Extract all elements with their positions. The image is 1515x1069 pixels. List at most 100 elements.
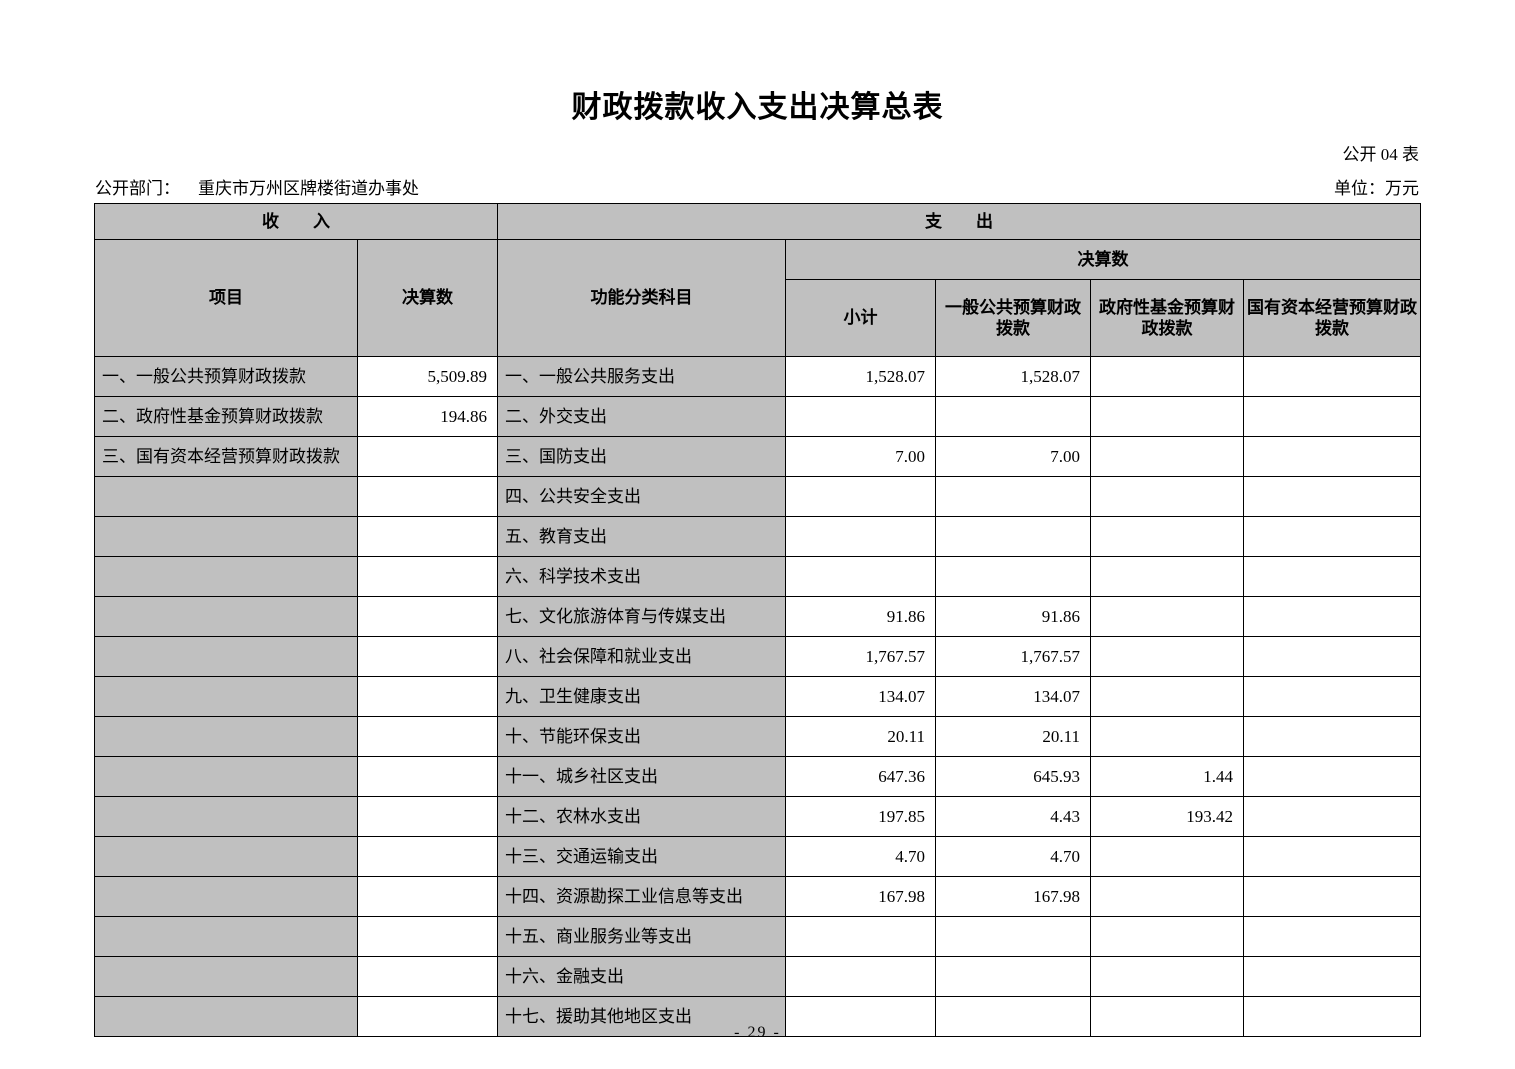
table-row: 十一、城乡社区支出 647.36 645.93 1.44 bbox=[94, 756, 1422, 797]
expense-item-cell: 二、外交支出 bbox=[497, 396, 786, 437]
income-amount-cell bbox=[357, 676, 498, 717]
expense-government-fund-cell bbox=[1090, 876, 1244, 917]
unit-label: 单位：万元 bbox=[1334, 179, 1419, 198]
table-row: 十三、交通运输支出 4.70 4.70 bbox=[94, 836, 1422, 877]
column-header-item: 项目 bbox=[94, 239, 358, 357]
expense-general-budget-cell: 134.07 bbox=[935, 676, 1091, 717]
income-item-cell bbox=[94, 876, 358, 917]
income-amount-cell bbox=[357, 836, 498, 877]
table-row: 十四、资源勘探工业信息等支出 167.98 167.98 bbox=[94, 876, 1422, 917]
expense-subtotal-cell bbox=[785, 916, 936, 957]
expense-subtotal-cell: 91.86 bbox=[785, 596, 936, 637]
expense-section-header: 支 出 bbox=[496, 203, 1422, 240]
expense-item-cell: 十一、城乡社区支出 bbox=[497, 756, 786, 797]
expense-item-cell: 十七、援助其他地区支出 bbox=[497, 996, 786, 1037]
expense-general-budget-cell: 7.00 bbox=[935, 436, 1091, 477]
expense-state-capital-cell bbox=[1242, 396, 1422, 437]
page-number: - 29 - bbox=[734, 1024, 781, 1041]
column-header-subtotal: 小计 bbox=[785, 279, 936, 357]
expense-subtotal-cell: 7.00 bbox=[785, 436, 936, 477]
expense-government-fund-cell bbox=[1090, 716, 1244, 757]
expense-state-capital-cell bbox=[1242, 916, 1422, 957]
table-body: 一、一般公共预算财政拨款 5,509.89 一、一般公共服务支出 1,528.07 1,… bbox=[94, 356, 1422, 1037]
expense-general-budget-cell: 167.98 bbox=[935, 876, 1091, 917]
department-line: 公开部门： 重庆市万州区牌楼街道办事处 bbox=[95, 174, 419, 199]
expense-item-cell: 十四、资源勘探工业信息等支出 bbox=[497, 876, 786, 917]
table-row: 六、科学技术支出 bbox=[94, 556, 1422, 597]
expense-state-capital-cell bbox=[1242, 956, 1422, 997]
expense-state-capital-cell bbox=[1242, 356, 1422, 397]
table-row: 四、公共安全支出 bbox=[94, 476, 1422, 517]
expense-item-cell: 十五、商业服务业等支出 bbox=[497, 916, 786, 957]
expense-state-capital-cell bbox=[1242, 436, 1422, 477]
page-title: 财政拨款收入支出决算总表 bbox=[571, 91, 944, 124]
expense-state-capital-cell bbox=[1242, 996, 1422, 1037]
department-label: 公开部门： bbox=[95, 179, 180, 198]
income-amount-cell bbox=[357, 916, 498, 957]
expense-general-budget-cell bbox=[935, 476, 1091, 517]
expense-subtotal-cell bbox=[785, 516, 936, 557]
expense-item-cell: 五、教育支出 bbox=[497, 516, 786, 557]
expense-government-fund-cell: 193.42 bbox=[1090, 796, 1244, 837]
expense-government-fund-cell: 1.44 bbox=[1090, 756, 1244, 797]
income-item-cell bbox=[94, 756, 358, 797]
income-amount-cell bbox=[357, 996, 498, 1037]
income-amount-cell bbox=[357, 756, 498, 797]
income-item-cell bbox=[94, 676, 358, 717]
expense-state-capital-cell bbox=[1242, 796, 1422, 837]
income-amount-cell bbox=[357, 956, 498, 997]
expense-subtotal-cell bbox=[785, 396, 936, 437]
income-item-cell bbox=[94, 716, 358, 757]
income-amount-cell bbox=[357, 556, 498, 597]
expense-item-cell: 七、文化旅游体育与传媒支出 bbox=[497, 596, 786, 637]
income-item-cell: 三、国有资本经营预算财政拨款 bbox=[94, 436, 358, 477]
expense-item-cell: 十三、交通运输支出 bbox=[497, 836, 786, 877]
table-row: 五、教育支出 bbox=[94, 516, 1422, 557]
expense-general-budget-cell bbox=[935, 516, 1091, 557]
expense-government-fund-cell bbox=[1090, 596, 1244, 637]
income-item-cell bbox=[94, 916, 358, 957]
table-row: 八、社会保障和就业支出 1,767.57 1,767.57 bbox=[94, 636, 1422, 677]
table-row: 十二、农林水支出 197.85 4.43 193.42 bbox=[94, 796, 1422, 837]
table-row: 七、文化旅游体育与传媒支出 91.86 91.86 bbox=[94, 596, 1422, 637]
income-item-cell: 一、一般公共预算财政拨款 bbox=[94, 356, 358, 397]
expense-general-budget-cell bbox=[935, 956, 1091, 997]
income-amount-cell bbox=[357, 476, 498, 517]
expense-state-capital-cell bbox=[1242, 676, 1422, 717]
fiscal-summary-table: 收 入 支 出 项目 决算数 功能分类科目 决算数 小计 一般公共预算财政拨款 … bbox=[94, 203, 1422, 1037]
income-amount-cell bbox=[357, 596, 498, 637]
income-item-cell bbox=[94, 476, 358, 517]
expense-item-cell: 八、社会保障和就业支出 bbox=[497, 636, 786, 677]
income-item-cell bbox=[94, 516, 358, 557]
expense-subtotal-cell: 197.85 bbox=[785, 796, 936, 837]
department-value: 重庆市万州区牌楼街道办事处 bbox=[198, 179, 419, 198]
expense-state-capital-cell bbox=[1242, 756, 1422, 797]
table-row: 十六、金融支出 bbox=[94, 956, 1422, 997]
expense-item-cell: 十六、金融支出 bbox=[497, 956, 786, 997]
expense-general-budget-cell: 4.43 bbox=[935, 796, 1091, 837]
column-header-functional: 功能分类科目 bbox=[497, 239, 786, 357]
table-row: 二、政府性基金预算财政拨款 194.86 二、外交支出 bbox=[94, 396, 1422, 437]
expense-government-fund-cell bbox=[1090, 476, 1244, 517]
income-section-header: 收 入 bbox=[94, 203, 498, 240]
income-item-cell: 二、政府性基金预算财政拨款 bbox=[94, 396, 358, 437]
meta-line: 公开部门： 重庆市万州区牌楼街道办事处 单位：万元 bbox=[95, 174, 1419, 199]
expense-general-budget-cell: 1,767.57 bbox=[935, 636, 1091, 677]
expense-government-fund-cell bbox=[1090, 436, 1244, 477]
income-amount-cell: 194.86 bbox=[357, 396, 498, 437]
column-header-income-final: 决算数 bbox=[357, 239, 498, 357]
table-code-label: 公开 04 表 bbox=[1342, 145, 1420, 164]
expense-general-budget-cell: 20.11 bbox=[935, 716, 1091, 757]
expense-government-fund-cell bbox=[1090, 836, 1244, 877]
table-row: 十七、援助其他地区支出 bbox=[94, 996, 1422, 1037]
income-item-cell bbox=[94, 996, 358, 1037]
column-header-general-public-budget: 一般公共预算财政拨款 bbox=[935, 279, 1091, 357]
income-item-cell bbox=[94, 836, 358, 877]
expense-government-fund-cell bbox=[1090, 996, 1244, 1037]
income-amount-cell bbox=[357, 516, 498, 557]
expense-general-budget-cell bbox=[935, 996, 1091, 1037]
expense-subtotal-cell bbox=[785, 556, 936, 597]
header-row-sections: 收 入 支 出 bbox=[94, 203, 1422, 240]
expense-subtotal-cell: 1,528.07 bbox=[785, 356, 936, 397]
header-row-groups: 项目 决算数 功能分类科目 决算数 bbox=[94, 239, 1422, 357]
